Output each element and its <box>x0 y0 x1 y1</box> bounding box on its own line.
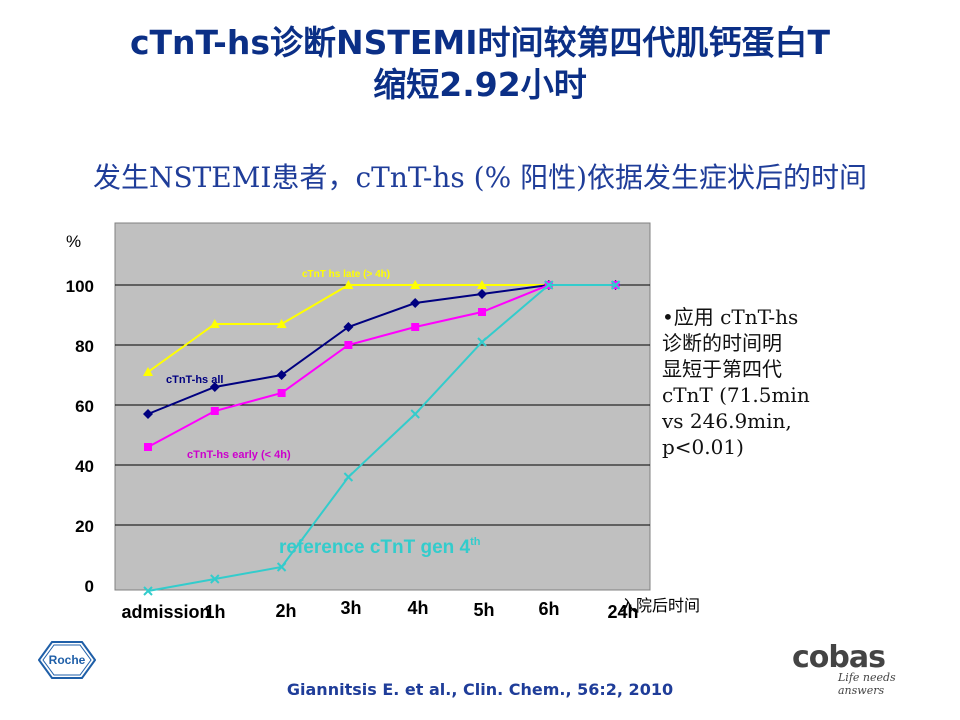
point-3-0 <box>143 586 153 596</box>
series-line-0 <box>147 284 616 373</box>
roche-logo: Roche <box>38 641 96 679</box>
x-tick-5h: 5h <box>473 600 494 620</box>
x-tick-6h: 6h <box>538 599 559 619</box>
point-2-1 <box>210 407 219 415</box>
series-label-early: cTnT-hs early (< 4h) <box>187 449 291 461</box>
cobas-tagline: Life needs answers <box>838 671 896 697</box>
point-3-6 <box>544 280 554 290</box>
title-line-2: 缩短2.92小时 <box>373 65 587 104</box>
y-tick-labels: 0 20 40 60 80 100 <box>66 277 94 596</box>
x-axis-label: 入院后时间 <box>620 596 700 615</box>
x-tick-1h: 1h <box>204 602 225 622</box>
point-1-2 <box>276 370 287 380</box>
y-tick-100: 100 <box>66 277 94 296</box>
point-0-0 <box>143 367 153 376</box>
note-line-2: 诊断的时间明 <box>662 331 782 355</box>
y-tick-0: 0 <box>85 577 94 596</box>
note-line-1: •应用 cTnT-hs <box>662 305 799 329</box>
point-3-4 <box>410 409 420 419</box>
series-label-all: cTnT-hs all <box>166 374 223 386</box>
point-2-5 <box>478 308 486 316</box>
point-2-3 <box>344 341 353 349</box>
cobas-wordmark: cobas <box>792 640 886 675</box>
point-2-0 <box>144 443 152 451</box>
point-3-2 <box>276 562 287 572</box>
point-3-5 <box>477 337 487 347</box>
citation: Giannitsis E. et al., Clin. Chem., 56:2,… <box>286 680 674 699</box>
series-line-1 <box>147 284 616 415</box>
y-tick-20: 20 <box>75 517 94 536</box>
note-line-6: p<0.01) <box>662 435 744 459</box>
slide-title: cTnT-hs诊断NSTEMI时间较第四代肌钙蛋白T 缩短2.92小时 <box>0 22 960 106</box>
cobas-logo: cobas Life needs answers <box>792 640 922 697</box>
note-line-3: 显短于第四代 <box>662 357 782 381</box>
x-tick-3h: 3h <box>340 598 361 618</box>
point-0-1 <box>209 319 220 328</box>
point-0-2 <box>276 319 287 328</box>
side-note: •应用 cTnT-hs 诊断的时间明 显短于第四代 cTnT (71.5min … <box>662 304 892 460</box>
point-3-1 <box>210 574 220 584</box>
point-3-2-b <box>276 562 287 572</box>
note-line-5: vs 246.9min, <box>662 409 792 433</box>
point-3-3 <box>343 472 354 482</box>
point-1-1 <box>209 382 220 392</box>
point-2-2 <box>277 389 286 397</box>
y-tick-80: 80 <box>75 337 94 356</box>
chart-subtitle: 发生NSTEMI患者，cTnT-hs (% 阳性)依据发生症状后的时间 <box>92 161 868 194</box>
x-tick-2h: 2h <box>275 601 296 621</box>
x-tick-24h: 24h <box>607 602 638 622</box>
title-line-1: cTnT-hs诊断NSTEMI时间较第四代肌钙蛋白T <box>129 23 831 62</box>
point-1-5 <box>477 289 487 299</box>
series-label-late: cTnT hs late (> 4h) <box>302 269 390 280</box>
series-3 <box>143 280 621 596</box>
y-axis-label: % <box>66 232 81 251</box>
reference-label-text: reference cTnT gen 4 <box>279 537 471 558</box>
point-0-3 <box>343 280 354 289</box>
series-label-reference: reference cTnT gen 4th <box>279 536 481 558</box>
note-line-4: cTnT (71.5min <box>662 383 810 407</box>
y-tick-60: 60 <box>75 397 94 416</box>
point-3-4-b <box>410 409 420 419</box>
point-3-7 <box>610 280 621 290</box>
point-2-4 <box>411 323 420 331</box>
series-0 <box>143 280 621 376</box>
point-3-3-b <box>343 472 354 482</box>
series-line-3 <box>147 284 616 592</box>
y-tick-40: 40 <box>75 457 94 476</box>
point-3-7-b <box>610 280 621 290</box>
point-1-0 <box>143 409 153 419</box>
x-tick-4h: 4h <box>407 598 428 618</box>
point-0-5 <box>477 280 487 289</box>
x-tick-admission: admission <box>121 602 210 622</box>
point-0-4 <box>410 280 421 289</box>
reference-label-sup: th <box>470 536 481 548</box>
point-1-3 <box>343 322 354 332</box>
point-3-1-b <box>210 574 220 584</box>
roche-logo-text: Roche <box>49 653 86 667</box>
point-3-5-b <box>477 337 487 347</box>
point-1-4 <box>410 298 421 308</box>
series-line-2 <box>147 284 616 448</box>
point-3-0-b <box>143 586 153 596</box>
point-3-6-b <box>544 280 554 290</box>
series-group <box>143 280 621 596</box>
